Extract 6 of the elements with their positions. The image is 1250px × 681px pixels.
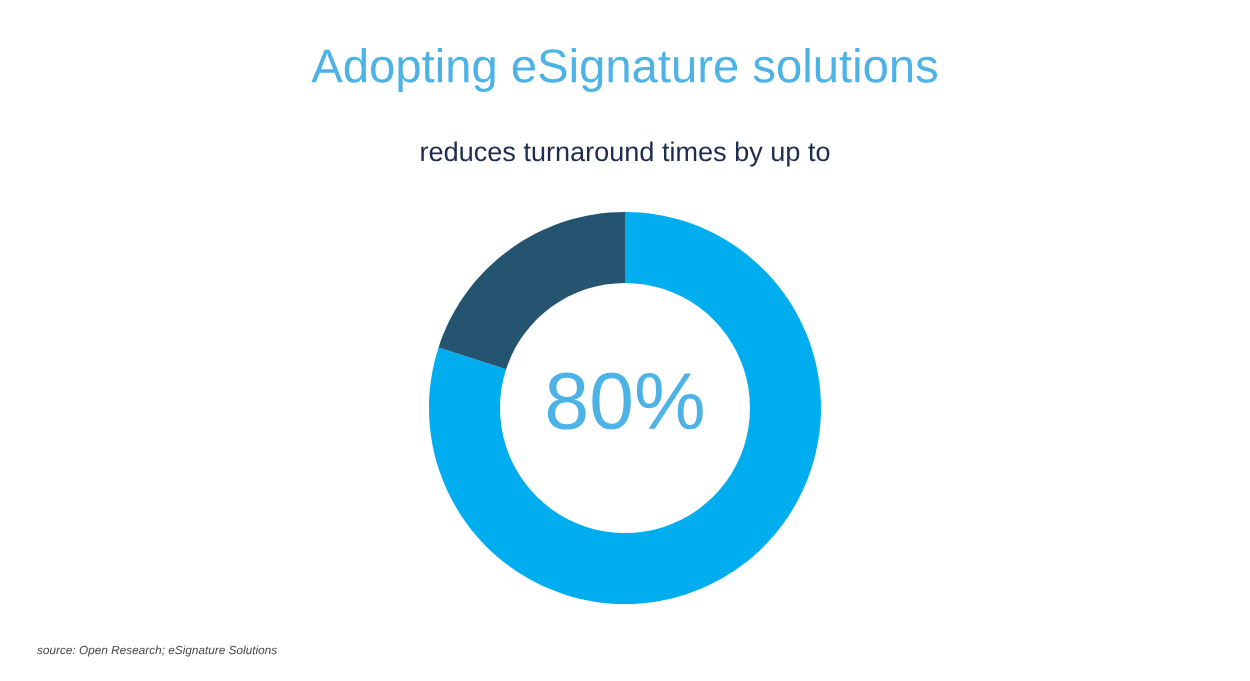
data-label: 80% [547,372,703,430]
donut-slice [429,212,821,604]
chart-subtitle: reduces turnaround times by up to [421,141,830,167]
donut-slice [438,212,625,370]
source-note: source: Open Research; eSignature Solutions [37,645,277,657]
chart-title: Adopting eSignature solutions [311,47,938,93]
